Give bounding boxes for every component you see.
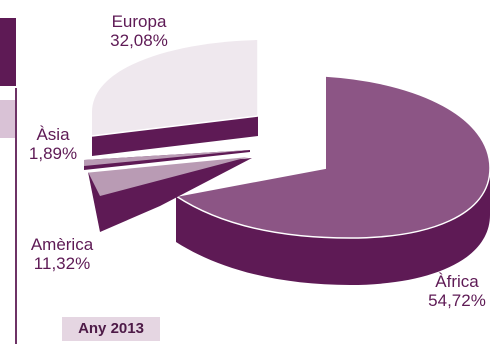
label-america-value: 11,32% xyxy=(33,254,91,273)
label-america: Amèrica 11,32% xyxy=(20,235,104,273)
pie-slice-asia xyxy=(84,150,250,170)
label-asia: Àsia 1,89% xyxy=(22,125,84,163)
legend-swatch-dark xyxy=(0,18,16,86)
label-africa: Àfrica 54,72% xyxy=(414,272,500,310)
label-europa-value: 32,08% xyxy=(110,31,168,50)
pie-slice-america xyxy=(87,155,253,232)
label-africa-value: 54,72% xyxy=(428,291,486,310)
label-europa: Europa 32,08% xyxy=(84,12,194,50)
label-america-name: Amèrica xyxy=(30,235,94,254)
legend-swatch-light xyxy=(0,100,16,138)
year-badge: Any 2013 xyxy=(62,317,160,341)
label-asia-value: 1,89% xyxy=(28,144,78,163)
pie-slice-africa xyxy=(175,75,491,285)
label-africa-name: Àfrica xyxy=(435,272,479,291)
left-rule-divider xyxy=(15,88,17,344)
label-europa-name: Europa xyxy=(111,12,167,31)
pie-slice-europa xyxy=(91,40,259,156)
label-asia-name: Àsia xyxy=(36,125,70,144)
